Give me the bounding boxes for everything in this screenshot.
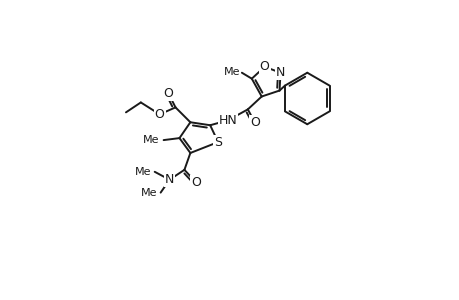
Text: Me: Me: [223, 67, 240, 77]
Text: HN: HN: [218, 114, 237, 127]
Text: Me: Me: [143, 135, 159, 145]
Text: Me: Me: [141, 188, 157, 198]
Text: O: O: [163, 87, 173, 100]
Text: Me: Me: [135, 167, 151, 177]
Text: N: N: [275, 66, 285, 79]
Text: O: O: [259, 60, 269, 73]
Text: O: O: [249, 116, 259, 129]
Text: O: O: [154, 108, 164, 121]
Text: N: N: [164, 173, 174, 186]
Text: O: O: [191, 176, 201, 189]
Text: S: S: [213, 136, 222, 148]
